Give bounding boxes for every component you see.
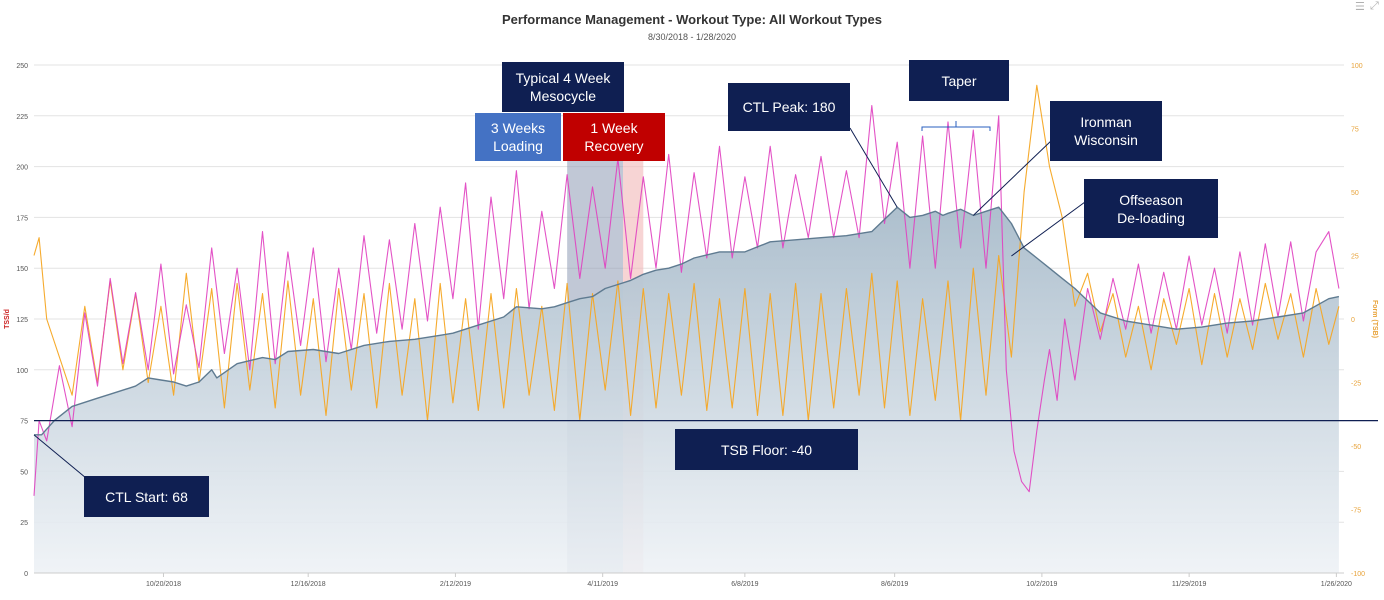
annotation-tsb-floor: TSB Floor: -40: [675, 429, 858, 470]
y-tick-label: 100: [16, 368, 28, 375]
y2-tick-label: -100: [1351, 571, 1365, 578]
connector-ironman: [972, 139, 1053, 216]
y-tick-label: 125: [16, 317, 28, 324]
y-tick-label: 200: [16, 165, 28, 172]
y2-axis-title: Form (TSB): [1371, 300, 1378, 338]
connector-offseason: [1011, 201, 1086, 257]
y2-tick-label: -75: [1351, 508, 1361, 515]
annotation-ctl-peak: CTL Peak: 180: [728, 83, 850, 131]
x-tick-label: 11/29/2019: [1172, 581, 1207, 588]
series-tsb-line: [33, 84, 1340, 422]
annotation-mesocycle: Typical 4 Week Mesocycle: [502, 62, 624, 112]
y2-tick-label: 75: [1351, 127, 1359, 134]
y-axis-title: TSS/d: [4, 309, 11, 329]
y-tick-label: 0: [24, 571, 28, 578]
y-tick-label: 50: [20, 469, 28, 476]
chart-title: Performance Management - Workout Type: A…: [502, 12, 882, 27]
annotation-taper: Taper: [909, 60, 1009, 101]
y2-tick-label: 50: [1351, 190, 1359, 197]
y2-tick-label: -25: [1351, 381, 1361, 388]
series-lines: [33, 84, 1340, 496]
annotation-connectors: [33, 121, 1086, 479]
ctl-area-fill: [34, 207, 1339, 573]
x-tick-label: 4/11/2019: [587, 581, 618, 588]
y2-tick-label: 100: [1351, 63, 1363, 70]
taper-bracket: [921, 121, 991, 131]
series-ctl-line: [34, 206, 1340, 436]
y2-tick-label: 0: [1351, 317, 1355, 324]
x-tick-label: 8/6/2019: [881, 581, 908, 588]
x-tick-label: 10/2/2019: [1026, 581, 1057, 588]
x-tick-label: 10/20/2018: [146, 581, 181, 588]
expand-icon[interactable]: ⤢: [1370, 0, 1379, 12]
annotation-offseason: Offseason De-loading: [1084, 179, 1218, 238]
series-atl-line: [33, 105, 1340, 496]
x-tick-label: 6/8/2019: [731, 581, 758, 588]
y2-tick-label: -50: [1351, 444, 1361, 451]
y-tick-label: 75: [20, 419, 28, 426]
y2-tick-label: 25: [1351, 254, 1359, 261]
y-tick-label: 175: [16, 215, 28, 222]
annotation-recovery: 1 Week Recovery: [563, 113, 665, 161]
axes: 0255075100125150175200225250-100-75-50-2…: [4, 63, 1378, 588]
annotation-loading: 3 Weeks Loading: [475, 113, 561, 161]
annotation-ironman: Ironman Wisconsin: [1050, 101, 1162, 161]
x-tick-label: 1/26/2020: [1321, 581, 1352, 588]
x-tick-label: 12/16/2018: [291, 581, 326, 588]
connector-ctl-peak: [849, 127, 898, 208]
hamburger-menu-icon[interactable]: ☰: [1355, 1, 1365, 13]
x-tick-label: 2/12/2019: [440, 581, 471, 588]
y-tick-label: 225: [16, 114, 28, 121]
chart-subtitle: 8/30/2018 - 1/28/2020: [647, 32, 737, 42]
y-tick-label: 25: [20, 520, 28, 527]
y-tick-label: 250: [16, 63, 28, 70]
y-tick-label: 150: [16, 266, 28, 273]
connector-ctl-start: [33, 434, 87, 479]
ctl-area: [34, 207, 1339, 573]
annotation-ctl-start: CTL Start: 68: [84, 476, 209, 517]
